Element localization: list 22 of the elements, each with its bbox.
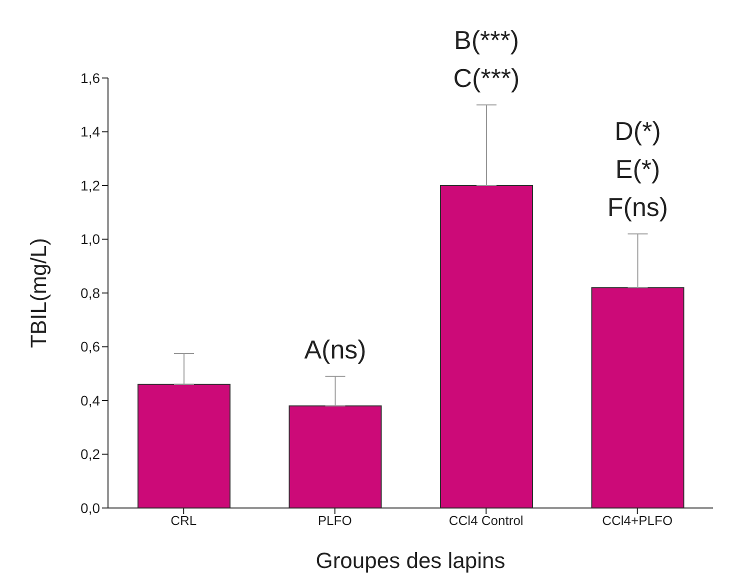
x-tick-label: PLFO	[318, 513, 352, 528]
x-tick-label: CRL	[170, 513, 197, 528]
x-tick-label: CCl4+PLFO	[602, 513, 673, 528]
y-tick-label: 0,8	[80, 284, 100, 301]
data-label: A(ns)	[304, 334, 366, 364]
y-tick-label: 1,6	[80, 70, 100, 86]
y-tick-label: 1,0	[80, 231, 100, 248]
bar	[440, 185, 533, 508]
y-tick-label: 0,6	[80, 338, 100, 355]
y-tick-label: 1,2	[80, 177, 100, 194]
bar	[288, 405, 382, 508]
x-axis-title: Groupes des lapins	[316, 548, 506, 573]
x-tick-label: CCl4 Control	[448, 513, 524, 528]
y-tick-label: 0,4	[80, 392, 100, 408]
y-tick-label: 0,2	[80, 446, 100, 462]
y-axis-title: TBIL(mg/L)	[26, 238, 51, 348]
text: D(*) E(*) F(ns)	[607, 116, 668, 222]
bar	[138, 384, 230, 508]
text: B(***) C(***)	[453, 24, 520, 93]
y-tick-label: 0,0	[80, 500, 100, 516]
y-tick-label: 1,4	[80, 124, 100, 140]
bar	[591, 287, 684, 508]
